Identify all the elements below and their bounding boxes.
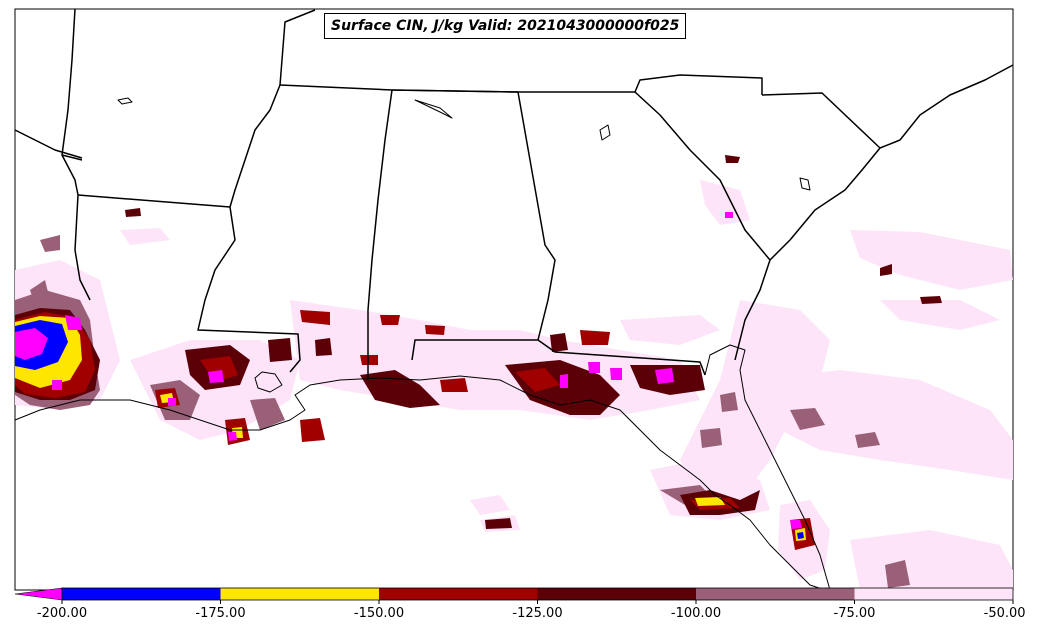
coastline [14, 97, 831, 591]
colorbar-segment [854, 588, 1013, 600]
cin-band-magenta [15, 212, 802, 529]
map-frame [14, 8, 1014, 591]
colorbar-tick-label: -125.00 [512, 606, 563, 621]
colorbar-tick-label: -200.00 [36, 606, 88, 621]
colorbar-tick-label: -50.00 [983, 606, 1026, 621]
colorbar-segment [62, 588, 221, 600]
colorbar-segment [379, 588, 538, 600]
colorbar-tick-label: -175.00 [195, 606, 246, 621]
colorbar-tick-label: -75.00 [833, 606, 876, 621]
colorbar-tick-label: -100.00 [670, 606, 722, 621]
state-borders [14, 8, 1014, 380]
cin-shading [15, 155, 1013, 590]
map-title: Surface CIN, J/kg Valid: 2021043000000f0… [324, 13, 687, 39]
colorbar-segment [220, 588, 379, 600]
colorbar-segment [537, 588, 696, 600]
colorbar [14, 587, 1014, 604]
colorbar-tick-label: -150.00 [353, 606, 405, 621]
colorbar-segment [696, 588, 855, 600]
